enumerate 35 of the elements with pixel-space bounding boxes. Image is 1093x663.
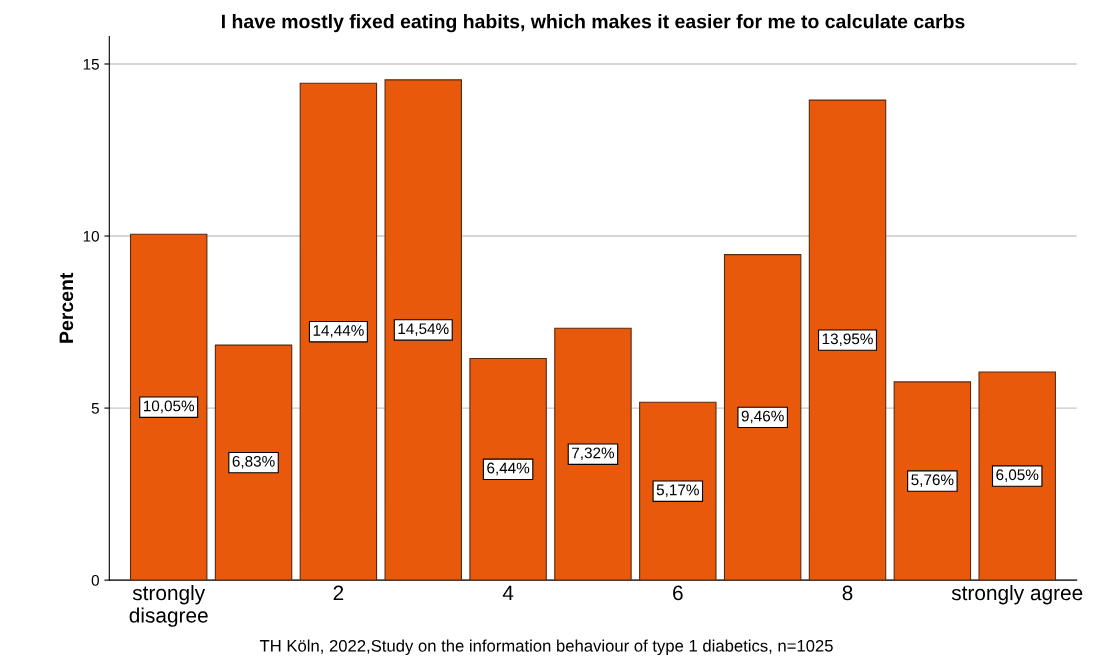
bar — [469, 357, 547, 581]
x-tick-label: strongly disagree — [129, 584, 208, 627]
y-tick-label: 15 — [83, 59, 99, 70]
text: TH Köln, 2022,Study on the information behaviour of type 1 diabetics, n=1025 — [259, 639, 833, 656]
y-tick-label: 10 — [83, 230, 99, 242]
x-tick-label: 2 — [333, 585, 344, 601]
data-label: 5,17% — [656, 484, 699, 498]
bar — [129, 233, 208, 581]
y-tick-label: 0 — [91, 574, 99, 586]
data-label: 6,83% — [232, 455, 275, 469]
data-label: 9,46% — [741, 410, 784, 424]
data-label: 13,95% — [822, 333, 873, 347]
bar — [808, 99, 887, 581]
y-tick-label: 5 — [91, 403, 99, 414]
data-label: 14,44% — [313, 325, 364, 338]
bar — [639, 401, 717, 581]
bar — [299, 82, 378, 581]
data-label: 14,54% — [398, 323, 449, 336]
data-label: 10,05% — [143, 400, 195, 414]
bar — [978, 371, 1056, 581]
y-axis-title: Percent — [59, 272, 74, 343]
x-tick-label: strongly agree — [951, 584, 1083, 605]
x-tick-label: 8 — [842, 585, 853, 601]
chart-title: I have mostly fixed eating habits, which makes it easier for me to calculate carbs — [222, 14, 965, 33]
bar — [554, 327, 632, 581]
bar — [893, 381, 972, 581]
data-label: 7,32% — [572, 447, 615, 461]
bar — [214, 344, 293, 581]
data-label: 5,76% — [911, 474, 954, 487]
x-tick-label: 6 — [673, 585, 683, 601]
data-label: 6,05% — [996, 469, 1039, 482]
x-tick-label: 4 — [502, 585, 514, 601]
bar — [384, 79, 462, 581]
bar — [723, 254, 802, 581]
data-label: 6,44% — [487, 462, 530, 476]
